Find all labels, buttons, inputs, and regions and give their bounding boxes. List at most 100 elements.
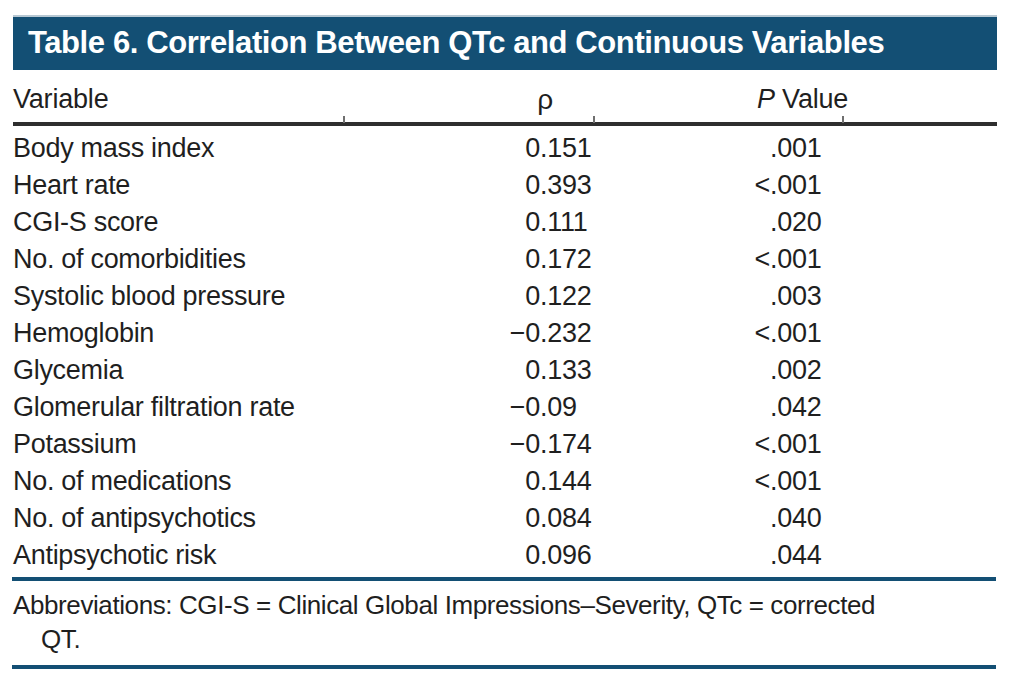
table-row: Antipsychotic risk 0.096 .044: [0, 537, 1014, 574]
p-value-cell: <.001: [690, 167, 850, 204]
rho-value-cell: 0.084: [420, 500, 605, 537]
rho-value-cell-frac: .084: [540, 500, 605, 537]
table-row: Glycemia 0.133 .002: [0, 352, 1014, 389]
p-value-cell-int: [690, 278, 770, 315]
table-row: Potassium −0.174 <.001: [0, 426, 1014, 463]
table-figure: Table 6. Correlation Between QTc and Con…: [0, 0, 1014, 692]
rho-value-cell: 0.133: [420, 352, 605, 389]
variable-cell: Heart rate: [13, 167, 130, 204]
p-value-cell-frac: .001: [770, 241, 850, 278]
rho-value-cell-frac: .111: [540, 204, 605, 241]
p-value-cell-int: [690, 537, 770, 574]
rho-value-cell-frac: .172: [540, 241, 605, 278]
p-value-cell-int: [690, 130, 770, 167]
table-row: Glomerular filtration rate −0.09 .042: [0, 389, 1014, 426]
p-value-cell: .040: [690, 500, 850, 537]
rho-value-cell-int: 0: [420, 130, 540, 167]
rho-value-cell-frac: .096: [540, 537, 605, 574]
p-value-cell-int: [690, 389, 770, 426]
rho-value-cell-frac: .122: [540, 278, 605, 315]
p-value-cell-int: [690, 204, 770, 241]
rho-value-cell-int: 0: [420, 241, 540, 278]
rho-value-cell-frac: .393: [540, 167, 605, 204]
p-value-cell: .001: [690, 130, 850, 167]
rho-value-cell: 0.111: [420, 204, 605, 241]
header-rule: [13, 122, 997, 126]
p-value-cell-frac: .003: [770, 278, 850, 315]
column-divider-tick: [593, 116, 595, 123]
variable-cell: Potassium: [13, 426, 136, 463]
rho-value-cell-int: 0: [420, 537, 540, 574]
variable-cell: CGI-S score: [13, 204, 158, 241]
figure-bottom-rule: [12, 665, 996, 669]
column-divider-tick: [343, 116, 345, 123]
column-divider-tick: [842, 116, 844, 123]
p-value-cell-int: <: [690, 167, 770, 204]
rho-value-cell-frac: .151: [540, 130, 605, 167]
rho-value-cell: 0.172: [420, 241, 605, 278]
p-value-cell: .020: [690, 204, 850, 241]
rho-value-cell-int: 0: [420, 167, 540, 204]
abbreviations-footnote: Abbreviations: CGI-S = Clinical Global I…: [13, 588, 1005, 656]
rho-value-cell-int: 0: [420, 204, 540, 241]
rho-value-cell: −0.09: [420, 389, 605, 426]
variable-cell: No. of comorbidities: [13, 241, 246, 278]
p-value-cell: .044: [690, 537, 850, 574]
table-title-bar: Table 6. Correlation Between QTc and Con…: [13, 15, 997, 70]
table-row: Body mass index0.151.001: [0, 130, 1014, 167]
column-header-rho: ρ: [520, 84, 570, 116]
rho-value-cell: 0.151: [420, 130, 605, 167]
p-value-cell: <.001: [690, 426, 850, 463]
rho-value-cell: 0.122: [420, 278, 605, 315]
table-rows: Body mass index0.151.001Heart rate0.393<…: [0, 130, 1014, 574]
variable-cell: Hemoglobin: [13, 315, 154, 352]
p-value-cell-int: <: [690, 241, 770, 278]
variable-cell: Antipsychotic risk: [13, 537, 216, 574]
p-value-cell-frac: .002: [770, 352, 850, 389]
variable-cell: Glomerular filtration rate: [13, 389, 295, 426]
variable-cell: Glycemia: [13, 352, 123, 389]
p-value-cell-int: [690, 500, 770, 537]
rho-value-cell-int: 0: [420, 463, 540, 500]
rho-value-cell: 0.144: [420, 463, 605, 500]
table-row: No. of medications0.144<.001: [0, 463, 1014, 500]
rho-value-cell-int: −0: [420, 426, 540, 463]
p-value-cell: .002: [690, 352, 850, 389]
p-value-cell-frac: .040: [770, 500, 850, 537]
variable-cell: Systolic blood pressure: [13, 278, 285, 315]
p-value-cell-frac: .042: [770, 389, 850, 426]
rho-value-cell-int: 0: [420, 500, 540, 537]
variable-cell: No. of antipsychotics: [13, 500, 256, 537]
table-row: No. of antipsychotics 0.084 .040: [0, 500, 1014, 537]
rho-value-cell-int: 0: [420, 278, 540, 315]
table-row: No. of comorbidities 0.172 <.001: [0, 241, 1014, 278]
p-value-cell-frac: .001: [770, 315, 850, 352]
p-value-cell-int: [690, 352, 770, 389]
table-row: Systolic blood pressure 0.122 .003: [0, 278, 1014, 315]
p-value-rest: Value: [775, 84, 848, 114]
rho-value-cell: −0.232: [420, 315, 605, 352]
table-row: Heart rate 0.393 <.001: [0, 167, 1014, 204]
p-value-cell: <.001: [690, 463, 850, 500]
rho-value-cell: −0.174: [420, 426, 605, 463]
p-value-cell: <.001: [690, 241, 850, 278]
rho-value-cell-int: −0: [420, 315, 540, 352]
rho-value-cell-int: 0: [420, 352, 540, 389]
footnote-line-2: QT.: [41, 622, 1005, 656]
p-value-cell-frac: .001: [770, 426, 850, 463]
column-header-variable: Variable: [13, 84, 108, 115]
p-value-cell-int: <: [690, 426, 770, 463]
table-row: Hemoglobin−0.232<.001: [0, 315, 1014, 352]
column-header-row: Variable ρ P Value: [0, 84, 1014, 122]
rho-value-cell-frac: .232: [540, 315, 605, 352]
p-value-cell-frac: .044: [770, 537, 850, 574]
p-value-cell-frac: .020: [770, 204, 850, 241]
p-value-cell: .042: [690, 389, 850, 426]
rho-value-cell: 0.096: [420, 537, 605, 574]
p-value-cell-frac: .001: [770, 130, 850, 167]
rho-value-cell-frac: .174: [540, 426, 605, 463]
column-header-p-value: P Value: [757, 84, 848, 115]
table-title: Table 6. Correlation Between QTc and Con…: [13, 17, 997, 68]
p-value-cell-frac: .001: [770, 463, 850, 500]
rho-value-cell-frac: .09: [540, 389, 605, 426]
